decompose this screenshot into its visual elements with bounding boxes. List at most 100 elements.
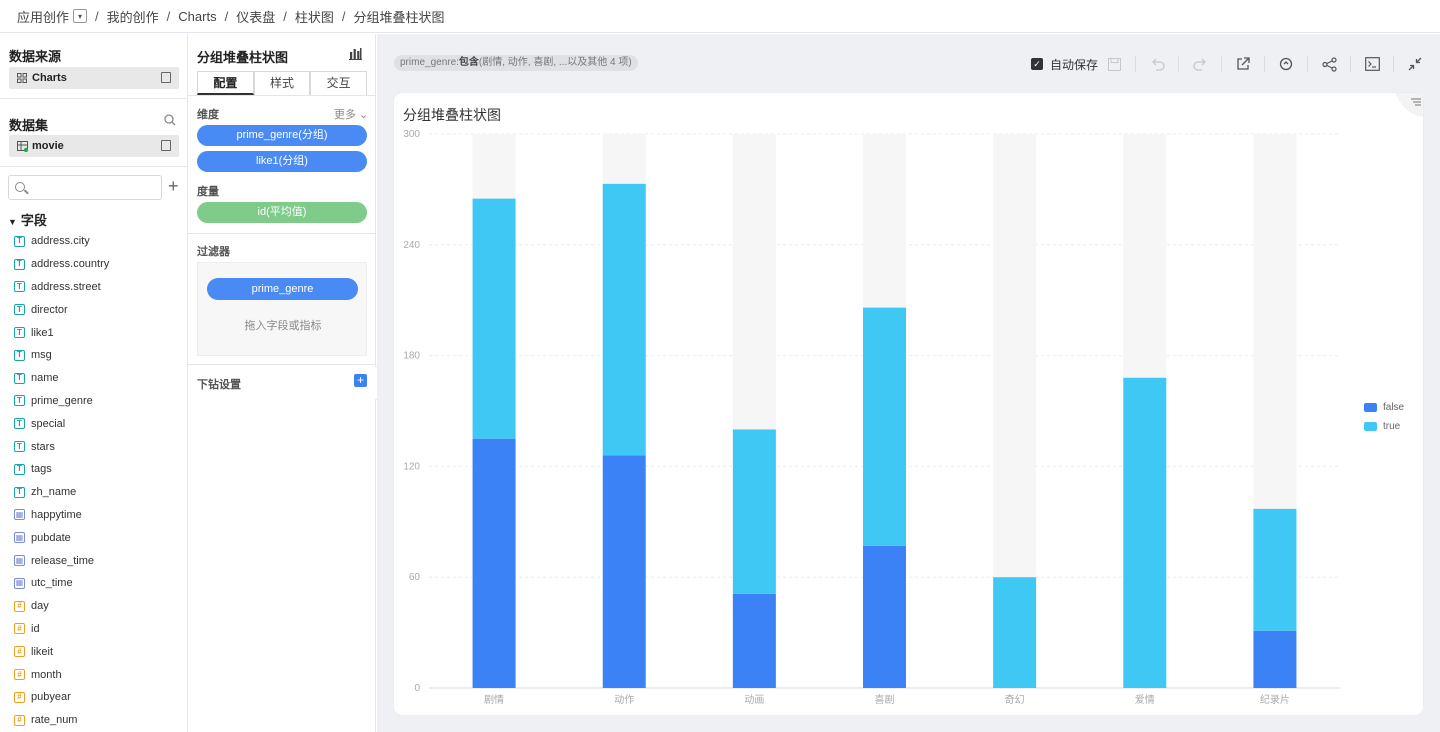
filter-pill[interactable]: prime_genre bbox=[207, 278, 358, 300]
chart-canvas: prime_genre:包含(剧情, 动作, 喜剧, ...以及其他 4 项) … bbox=[377, 34, 1440, 732]
field-item[interactable]: # likeit bbox=[14, 640, 184, 663]
field-name: prime_genre bbox=[31, 394, 93, 407]
copy-icon[interactable] bbox=[161, 140, 171, 151]
field-item[interactable]: ▦ happytime bbox=[14, 504, 184, 527]
tab-style[interactable]: 样式 bbox=[253, 71, 311, 95]
copy-icon[interactable] bbox=[161, 72, 171, 83]
field-name: day bbox=[31, 600, 49, 613]
field-item[interactable]: # pubyear bbox=[14, 686, 184, 709]
legend-item[interactable]: true bbox=[1364, 417, 1404, 436]
measure-label: 度量 bbox=[197, 186, 219, 198]
breadcrumb-bar-chart[interactable]: 柱状图 bbox=[294, 9, 334, 25]
field-item[interactable]: ▦ utc_time bbox=[14, 572, 184, 595]
dimension-pill[interactable]: like1(分组) bbox=[197, 151, 367, 172]
datasource-item[interactable]: Charts bbox=[9, 67, 179, 89]
datasource-title: 数据来源 bbox=[9, 49, 62, 64]
filter-dropzone[interactable]: prime_genre 拖入字段或指标 bbox=[197, 262, 367, 356]
text-type-icon: T bbox=[14, 463, 25, 475]
breadcrumb-dashboard[interactable]: 仪表盘 bbox=[236, 9, 276, 25]
tab-interaction[interactable]: 交互 bbox=[310, 71, 368, 95]
field-name: special bbox=[31, 417, 66, 430]
calendar-icon: ▦ bbox=[14, 555, 25, 567]
breadcrumb-app[interactable]: 应用创作 bbox=[17, 9, 70, 25]
x-tick-label: 动画 bbox=[744, 694, 764, 706]
undo-icon[interactable] bbox=[1149, 56, 1165, 72]
x-tick-label: 纪录片 bbox=[1260, 693, 1290, 706]
toolbar-separator bbox=[1178, 56, 1179, 72]
text-type-icon: T bbox=[14, 281, 25, 293]
y-tick-label: 0 bbox=[414, 683, 420, 694]
calendar-icon: ▦ bbox=[14, 577, 25, 589]
dataset-item[interactable]: movie bbox=[9, 135, 179, 157]
chevron-down-icon[interactable]: ▾ bbox=[73, 9, 88, 23]
more-dropdown[interactable]: 更多 ⌄ bbox=[334, 106, 368, 122]
filter-chip-prefix: prime_genre: bbox=[400, 57, 459, 68]
calendar-icon: ▦ bbox=[14, 532, 25, 544]
chart-legend: false true bbox=[1364, 398, 1404, 436]
bar-segment-false bbox=[863, 545, 906, 688]
field-name: zh_name bbox=[31, 486, 77, 499]
field-item[interactable]: # rate_num bbox=[14, 709, 184, 732]
field-name: director bbox=[31, 303, 68, 316]
field-name: rate_num bbox=[31, 714, 78, 727]
breadcrumb-my-creation[interactable]: 我的创作 bbox=[106, 9, 159, 25]
share-icon[interactable] bbox=[1321, 56, 1337, 72]
breadcrumb-separator: / bbox=[95, 8, 99, 24]
field-name: address.city bbox=[31, 235, 90, 248]
tab-config[interactable]: 配置 bbox=[197, 71, 254, 95]
table-icon bbox=[17, 141, 29, 153]
field-item[interactable]: # day bbox=[14, 595, 184, 618]
field-name: stars bbox=[31, 440, 55, 453]
divider bbox=[0, 166, 187, 167]
dimension-pill[interactable]: prime_genre(分组) bbox=[197, 125, 367, 146]
legend-item[interactable]: false bbox=[1364, 398, 1404, 417]
legend-label: true bbox=[1383, 421, 1401, 432]
add-drill-button[interactable]: + bbox=[354, 374, 367, 387]
search-icon[interactable] bbox=[164, 114, 176, 129]
number-type-icon: # bbox=[14, 623, 25, 635]
breadcrumb-current: 分组堆叠柱状图 bbox=[353, 9, 445, 25]
add-icon[interactable]: + bbox=[168, 176, 179, 196]
y-tick-label: 120 bbox=[403, 461, 420, 472]
console-icon[interactable] bbox=[1364, 56, 1380, 72]
text-type-icon: T bbox=[14, 258, 25, 270]
field-name: like1 bbox=[31, 326, 54, 339]
filter-chip[interactable]: prime_genre:包含(剧情, 动作, 喜剧, ...以及其他 4 项) bbox=[394, 55, 638, 71]
autosave-checkbox[interactable]: ✓ 自动保存 bbox=[1030, 56, 1098, 73]
divider bbox=[188, 95, 376, 96]
stacked-bar-chart: 0 60 120 180 240 300 剧情 动作 动画 喜剧 奇幻 爱情 纪录片 bbox=[403, 129, 1340, 706]
number-type-icon: # bbox=[14, 714, 25, 726]
field-item[interactable]: ▦ pubdate bbox=[14, 526, 184, 549]
export-icon[interactable] bbox=[1235, 56, 1251, 72]
fields-header[interactable]: ▼ 字段 bbox=[8, 210, 47, 229]
text-type-icon: T bbox=[14, 235, 25, 247]
save-icon[interactable] bbox=[1106, 56, 1122, 72]
measure-pill[interactable]: id(平均值) bbox=[197, 202, 367, 223]
dataset-name: movie bbox=[32, 140, 64, 152]
exit-fullscreen-icon[interactable] bbox=[1407, 56, 1423, 72]
autosave-label: 自动保存 bbox=[1049, 57, 1098, 72]
field-search-input[interactable] bbox=[8, 175, 162, 200]
field-item[interactable]: ▦ release_time bbox=[14, 549, 184, 572]
refresh-icon[interactable] bbox=[1278, 56, 1294, 72]
field-item[interactable]: # month bbox=[14, 663, 184, 686]
redo-icon[interactable] bbox=[1192, 56, 1208, 72]
legend-label: false bbox=[1383, 402, 1405, 413]
chevron-down-icon: ⌄ bbox=[356, 109, 369, 121]
breadcrumb-charts[interactable]: Charts bbox=[178, 8, 217, 24]
bar-chart-icon[interactable] bbox=[349, 47, 362, 60]
chart-options-icon[interactable] bbox=[1395, 93, 1423, 117]
field-item[interactable]: # id bbox=[14, 618, 184, 641]
